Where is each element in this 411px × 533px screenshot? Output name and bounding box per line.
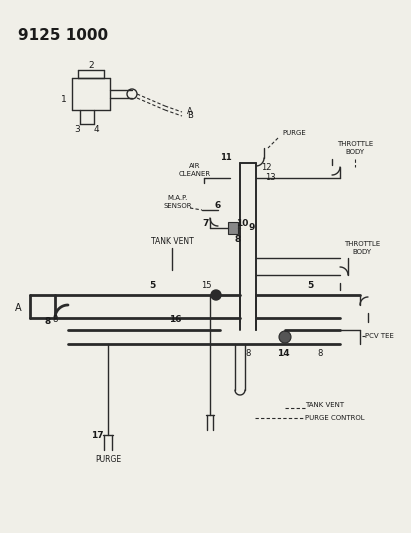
Text: 2: 2	[88, 61, 94, 70]
Text: AIR
CLEANER: AIR CLEANER	[179, 164, 211, 176]
Text: PURGE: PURGE	[95, 456, 121, 464]
Text: B: B	[187, 110, 193, 119]
Text: 1: 1	[61, 95, 67, 104]
Text: THROTTLE
BODY: THROTTLE BODY	[344, 241, 380, 254]
Text: 17: 17	[91, 431, 103, 440]
Text: PURGE: PURGE	[282, 130, 306, 136]
Text: 13: 13	[265, 174, 275, 182]
Text: 9: 9	[249, 223, 255, 232]
Text: PURGE CONTROL: PURGE CONTROL	[305, 415, 365, 421]
Text: 12: 12	[261, 163, 271, 172]
Text: 8: 8	[245, 350, 251, 359]
Text: 5: 5	[307, 280, 313, 289]
Text: TANK VENT: TANK VENT	[305, 402, 344, 408]
Text: A: A	[187, 107, 193, 116]
Text: 5: 5	[149, 280, 155, 289]
Text: TANK VENT: TANK VENT	[150, 238, 193, 246]
Text: 4: 4	[93, 125, 99, 134]
Text: 3: 3	[74, 125, 80, 134]
Text: THROTTLE
BODY: THROTTLE BODY	[337, 141, 373, 155]
Text: 7: 7	[203, 220, 209, 229]
Text: 8: 8	[317, 350, 323, 359]
Circle shape	[211, 290, 221, 300]
Text: 8: 8	[52, 316, 58, 325]
Text: 10: 10	[236, 219, 248, 228]
Text: A: A	[15, 303, 21, 313]
Text: M.A.P.
SENSOR: M.A.P. SENSOR	[164, 196, 192, 208]
Text: PCV TEE: PCV TEE	[365, 333, 394, 339]
Text: 8: 8	[45, 318, 51, 327]
Text: 15: 15	[201, 280, 211, 289]
Text: 11: 11	[220, 154, 232, 163]
Text: 9125 1000: 9125 1000	[18, 28, 108, 43]
Text: 16: 16	[169, 316, 181, 325]
Text: 14: 14	[277, 350, 289, 359]
Text: 6: 6	[215, 200, 221, 209]
Circle shape	[279, 331, 291, 343]
Bar	[228, 222, 238, 234]
Text: 8: 8	[235, 236, 241, 245]
